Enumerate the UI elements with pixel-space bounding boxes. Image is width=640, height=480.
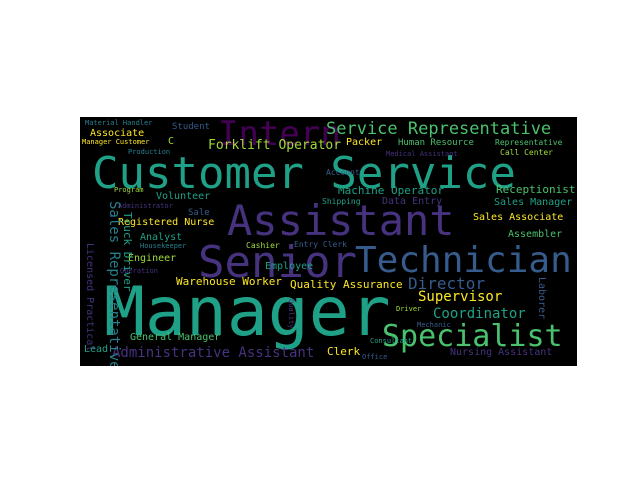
word-packer: Packer (346, 137, 383, 148)
word-data-entry: Data Entry (382, 196, 443, 207)
word-cloud: Manager Customer Service Assistant Senio… (80, 117, 577, 366)
word-manager-customer: Manager Customer (82, 138, 150, 146)
word-human-resource: Human Resource (398, 138, 474, 148)
word-assistant: Assistant (227, 196, 455, 245)
word-consultant: Consultant (370, 337, 413, 345)
word-truck-driver: Truck Driver (121, 212, 134, 292)
word-call-center: Call Center (500, 148, 553, 157)
word-quality-assurance: Quality Assurance (290, 278, 403, 291)
word-customer-service: Customer Service (92, 148, 516, 199)
word-cashier: Cashier (246, 241, 280, 250)
word-warehouse-worker: Warehouse Worker (176, 275, 282, 288)
word-medical-assistant: Medical Assistant (386, 150, 458, 158)
word-student: Student (172, 122, 210, 132)
word-sales-representative: Sales Representative (106, 201, 122, 366)
word-intern: Intern (218, 117, 341, 154)
word-registered-nurse: Registered Nurse (118, 217, 215, 228)
word-technician: Technician (355, 240, 572, 281)
word-employee: Employee (265, 261, 314, 272)
word-housekeeper: Housekeeper (140, 242, 187, 250)
word-clerk: Clerk (327, 345, 361, 358)
word-laborer: Laborer (536, 277, 547, 320)
word-sales-associate: Sales Associate (473, 212, 564, 223)
word-supervisor: Supervisor (418, 289, 503, 305)
word-associate: Associate (90, 128, 145, 139)
word-service-representative: Service Representative (326, 119, 552, 139)
word-representative: Representative (495, 138, 563, 147)
word-sales-manager: Sales Manager (494, 197, 573, 208)
word-entry-clerk: Entry Clerk (294, 240, 347, 249)
word-office: Office (362, 353, 388, 361)
word-coordinator: Coordinator (433, 306, 526, 322)
word-shipping: Shipping (322, 197, 361, 206)
word-c: C (168, 136, 175, 147)
word-administrator: Administrator (118, 202, 173, 210)
word-administrative-assistant: Administrative Assistant (112, 345, 315, 361)
word-nursing-assistant: Nursing Assistant (450, 347, 553, 358)
word-analyst: Analyst (140, 232, 183, 243)
word-assembler: Assembler (508, 229, 563, 240)
word-director: Director (408, 274, 486, 293)
word-receptionist: Receptionist (496, 183, 576, 196)
word-licensed-practical: Licensed Practical (84, 243, 95, 352)
word-specialist: Specialist (382, 319, 563, 354)
word-mechanic: Mechanic (417, 321, 451, 329)
word-account: Account (326, 168, 360, 177)
word-lead: Lead (84, 344, 109, 355)
word-forklift-operator: Forklift Operator (208, 138, 342, 153)
word-operation: Operation (120, 267, 158, 275)
word-engineer: Engineer (128, 253, 177, 264)
word-manager: Manager (104, 273, 391, 352)
word-general-manager: General Manager (130, 332, 221, 343)
word-quality: Quality (287, 299, 295, 329)
word-sale: Sale (188, 208, 210, 218)
word-production: Production (128, 148, 171, 156)
word-driver: Driver (396, 305, 422, 313)
word-program: Program (114, 186, 144, 194)
word-senior: Senior (198, 237, 357, 288)
word-material-handler: Material Handler (85, 119, 153, 127)
word-machine-operator: Machine Operator (338, 184, 444, 197)
word-volunteer: Volunteer (156, 191, 211, 202)
